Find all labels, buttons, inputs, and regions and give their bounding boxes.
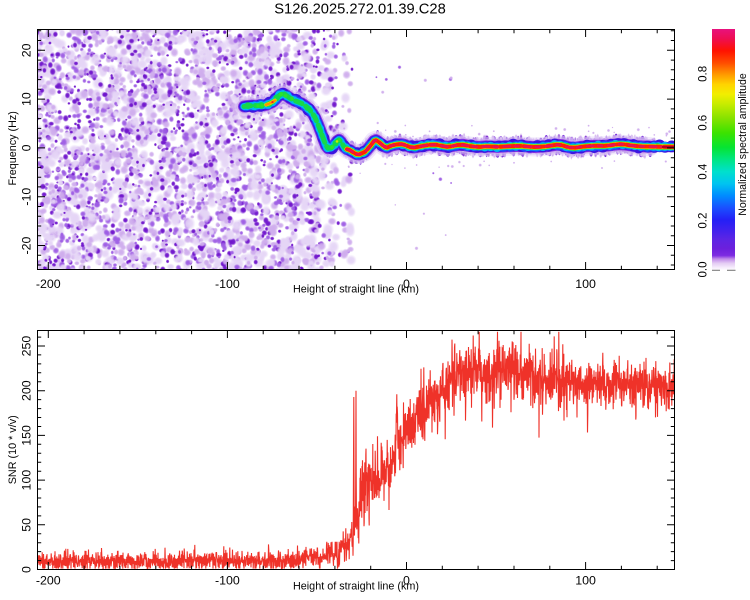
svg-text:-200: -200 (36, 574, 61, 588)
svg-text:-200: -200 (36, 277, 61, 291)
svg-text:0: 0 (403, 574, 410, 588)
svg-text:100: 100 (19, 470, 33, 491)
svg-text:Normalized spectral amplitude: Normalized spectral amplitude (737, 73, 749, 216)
svg-text:150: 150 (19, 425, 33, 446)
svg-text:0: 0 (19, 566, 33, 573)
svg-text:-20: -20 (19, 236, 33, 254)
svg-text:10: 10 (19, 92, 33, 106)
svg-text:S126.2025.272.01.39.C28: S126.2025.272.01.39.C28 (274, 2, 446, 18)
svg-text:-100: -100 (215, 574, 240, 588)
svg-text:0: 0 (19, 144, 33, 151)
svg-text:250: 250 (19, 336, 33, 357)
svg-text:0.2: 0.2 (698, 213, 710, 229)
svg-text:-100: -100 (215, 277, 240, 291)
svg-text:Height of straight line (km): Height of straight line (km) (293, 580, 419, 592)
svg-text:0: 0 (403, 277, 410, 291)
svg-text:50: 50 (19, 518, 33, 532)
svg-text:0.8: 0.8 (698, 66, 710, 82)
svg-text:Frequency (Hz): Frequency (Hz) (7, 111, 19, 185)
svg-text:200: 200 (19, 380, 33, 401)
svg-text:0.6: 0.6 (698, 115, 710, 131)
svg-text:Height of straight line (km): Height of straight line (km) (293, 284, 419, 296)
svg-text:-10: -10 (19, 188, 33, 206)
svg-text:100: 100 (575, 277, 596, 291)
svg-text:0.4: 0.4 (698, 163, 710, 180)
svg-text:SNR (10 * v/v): SNR (10 * v/v) (7, 415, 19, 484)
svg-text:100: 100 (575, 574, 596, 588)
svg-text:0.0: 0.0 (698, 262, 710, 278)
svg-text:20: 20 (19, 43, 33, 57)
